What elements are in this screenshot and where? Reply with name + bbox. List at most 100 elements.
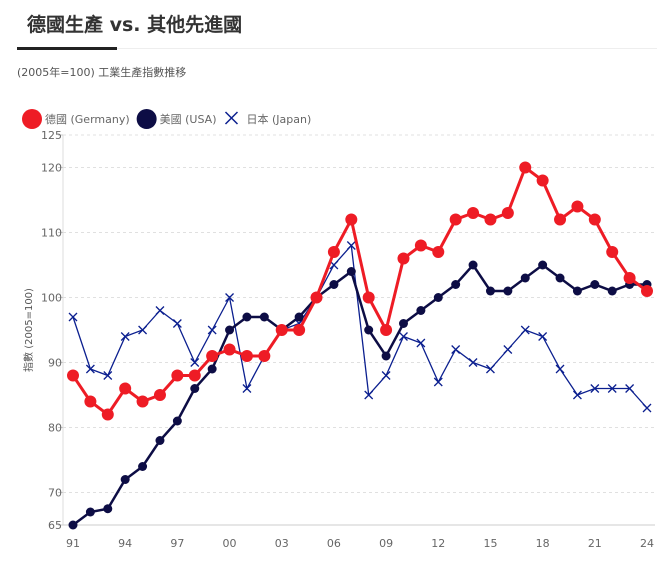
legend-label: 日本 (Japan) bbox=[246, 112, 311, 126]
data-point bbox=[67, 369, 79, 382]
y-tick-label: 120 bbox=[41, 162, 62, 175]
data-point bbox=[520, 325, 530, 335]
data-point bbox=[258, 350, 271, 362]
data-point bbox=[484, 213, 497, 226]
data-point bbox=[449, 213, 462, 226]
data-point bbox=[485, 364, 495, 374]
data-point bbox=[103, 504, 113, 514]
x-tick-label: 00 bbox=[223, 537, 237, 550]
data-point bbox=[572, 390, 582, 400]
x-tick-label: 91 bbox=[66, 537, 80, 550]
y-axis-label: 指數 (2005=100) bbox=[22, 288, 35, 372]
data-point bbox=[85, 364, 95, 374]
title-underline bbox=[17, 47, 117, 50]
data-point bbox=[451, 345, 461, 354]
data-point bbox=[364, 325, 374, 335]
data-point bbox=[590, 384, 600, 393]
x-tick-label: 09 bbox=[379, 537, 393, 550]
legend-marker-x-icon bbox=[224, 111, 239, 125]
data-point bbox=[85, 507, 95, 517]
y-tick-label: 65 bbox=[48, 519, 62, 532]
x-tick-label: 03 bbox=[275, 537, 289, 550]
data-point bbox=[259, 312, 269, 322]
data-point bbox=[362, 291, 375, 304]
data-point bbox=[416, 338, 426, 348]
data-point bbox=[642, 403, 652, 413]
data-point bbox=[345, 213, 358, 226]
data-point bbox=[190, 358, 200, 367]
data-point bbox=[242, 312, 252, 322]
data-point bbox=[485, 286, 495, 296]
data-point bbox=[520, 273, 530, 283]
data-point bbox=[416, 306, 426, 315]
data-point bbox=[207, 364, 217, 374]
data-point bbox=[625, 384, 635, 393]
data-point bbox=[120, 475, 130, 484]
data-point bbox=[293, 324, 306, 336]
data-point bbox=[536, 174, 549, 187]
data-point bbox=[519, 161, 532, 174]
data-point bbox=[240, 350, 253, 362]
data-point bbox=[554, 213, 567, 226]
data-point bbox=[188, 369, 201, 382]
data-point bbox=[606, 246, 619, 258]
data-point bbox=[381, 351, 391, 361]
data-point bbox=[223, 343, 236, 356]
data-point bbox=[381, 371, 391, 380]
x-tick-label: 18 bbox=[536, 537, 550, 550]
legend-label: 美國 (USA) bbox=[160, 113, 217, 126]
data-point bbox=[364, 390, 374, 400]
x-tick-label: 94 bbox=[118, 537, 132, 550]
data-point bbox=[120, 332, 130, 341]
series-line bbox=[71, 165, 648, 417]
title-divider bbox=[117, 48, 657, 49]
data-point bbox=[138, 462, 148, 471]
data-point bbox=[451, 280, 461, 289]
data-point bbox=[225, 325, 235, 335]
y-tick-label: 70 bbox=[48, 487, 62, 500]
data-point bbox=[225, 293, 235, 302]
data-point bbox=[155, 436, 165, 445]
data-point bbox=[172, 416, 182, 426]
data-point bbox=[103, 371, 113, 380]
data-point bbox=[206, 350, 219, 362]
x-tick-label: 15 bbox=[483, 537, 497, 550]
legend-label: 德國 (Germany) bbox=[45, 112, 130, 126]
legend-marker-circle-icon bbox=[22, 109, 42, 129]
data-point bbox=[68, 312, 78, 322]
data-point bbox=[136, 395, 149, 408]
data-point bbox=[555, 273, 565, 283]
data-point bbox=[380, 324, 393, 336]
data-point bbox=[138, 325, 148, 335]
data-point bbox=[68, 520, 78, 530]
x-tick-label: 12 bbox=[431, 537, 445, 550]
data-point bbox=[501, 207, 514, 219]
data-point bbox=[153, 389, 166, 401]
data-point bbox=[555, 364, 565, 374]
data-point bbox=[155, 306, 165, 315]
data-point bbox=[590, 280, 600, 289]
data-point bbox=[399, 332, 408, 341]
data-point bbox=[84, 395, 97, 408]
y-tick-label: 90 bbox=[48, 357, 62, 370]
data-point bbox=[623, 272, 636, 284]
data-point bbox=[503, 286, 513, 296]
data-point bbox=[346, 241, 356, 250]
data-point bbox=[572, 286, 582, 296]
data-point bbox=[588, 213, 601, 226]
data-point bbox=[433, 377, 443, 387]
data-point bbox=[607, 384, 617, 393]
data-point bbox=[467, 207, 480, 219]
x-tick-label: 21 bbox=[588, 537, 602, 550]
data-point bbox=[171, 369, 184, 382]
x-tick-label: 97 bbox=[170, 537, 184, 550]
data-point bbox=[571, 200, 584, 213]
data-point bbox=[398, 319, 408, 328]
data-point bbox=[101, 408, 114, 421]
chart-subtitle: (2005年=100) 工業生產指數推移 bbox=[17, 66, 187, 79]
data-point bbox=[468, 260, 478, 270]
data-point bbox=[432, 246, 445, 258]
data-point bbox=[119, 382, 132, 395]
y-tick-label: 80 bbox=[48, 422, 62, 435]
